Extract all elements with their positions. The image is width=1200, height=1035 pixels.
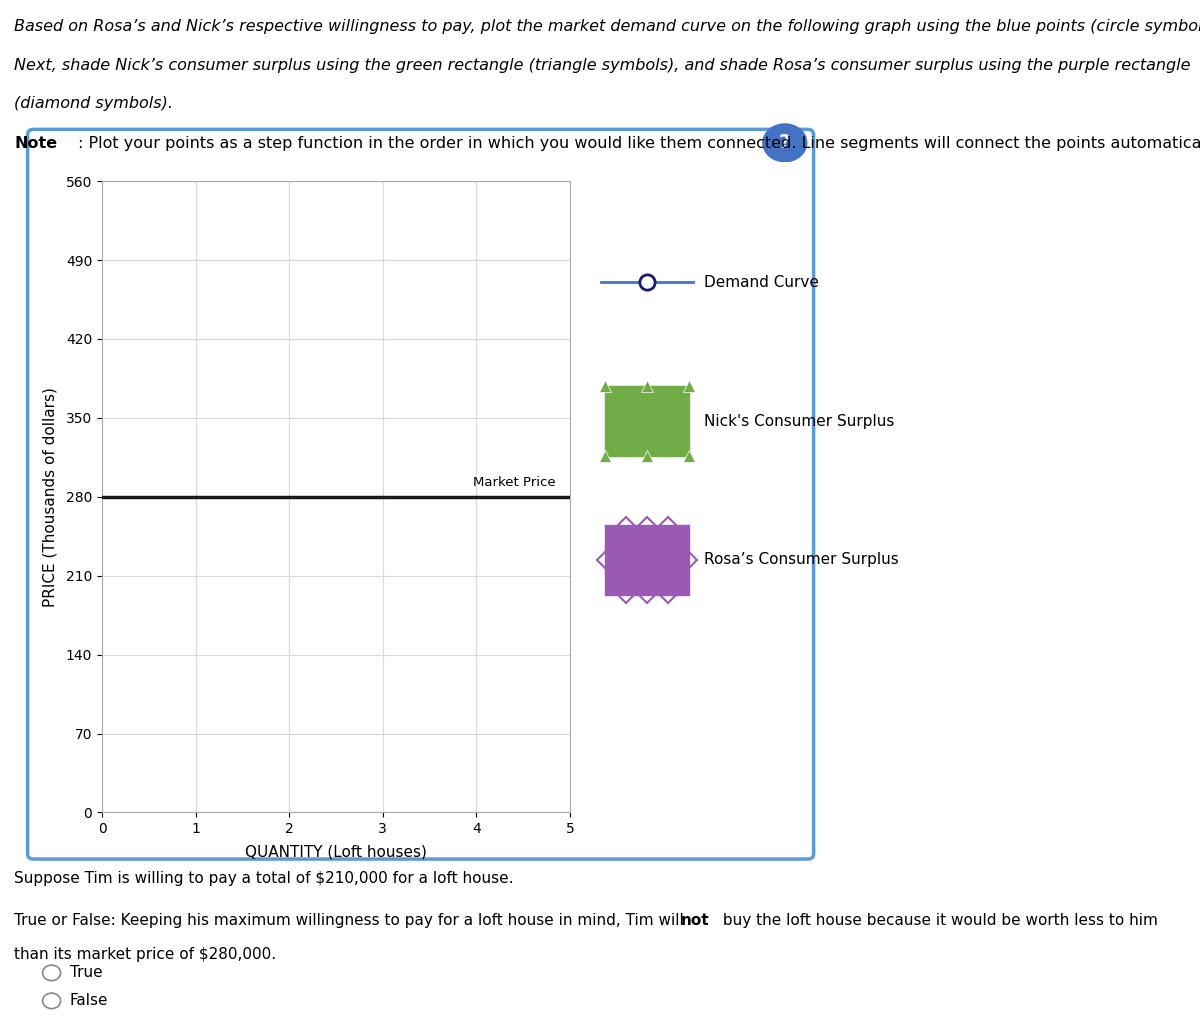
Text: Rosa’s Consumer Surplus: Rosa’s Consumer Surplus (703, 553, 899, 567)
Y-axis label: PRICE (Thousands of dollars): PRICE (Thousands of dollars) (42, 387, 58, 607)
X-axis label: QUANTITY (Loft houses): QUANTITY (Loft houses) (245, 845, 427, 859)
Text: ?: ? (779, 134, 791, 152)
Text: buy the loft house because it would be worth less to him: buy the loft house because it would be w… (718, 913, 1158, 927)
Text: (diamond symbols).: (diamond symbols). (14, 96, 174, 111)
Text: Based on Rosa’s and Nick’s respective willingness to pay, plot the market demand: Based on Rosa’s and Nick’s respective wi… (14, 19, 1200, 33)
Circle shape (763, 124, 806, 161)
Text: than its market price of $280,000.: than its market price of $280,000. (14, 947, 276, 962)
Text: Nick's Consumer Surplus: Nick's Consumer Surplus (703, 414, 894, 428)
Text: Market Price: Market Price (473, 476, 556, 489)
Text: Note: Note (14, 136, 58, 150)
Text: Suppose Tim is willing to pay a total of $210,000 for a loft house.: Suppose Tim is willing to pay a total of… (14, 871, 514, 886)
Text: True or False: Keeping his maximum willingness to pay for a loft house in mind, : True or False: Keeping his maximum willi… (14, 913, 689, 927)
Text: Demand Curve: Demand Curve (703, 274, 818, 290)
Text: : Plot your points as a step function in the order in which you would like them : : Plot your points as a step function in… (78, 136, 1200, 150)
Text: False: False (70, 994, 108, 1008)
Text: True: True (70, 966, 102, 980)
Text: Next, shade Nick’s consumer surplus using the green rectangle (triangle symbols): Next, shade Nick’s consumer surplus usin… (14, 58, 1190, 72)
Bar (605, 386, 689, 455)
Text: not: not (680, 913, 709, 927)
Bar (605, 525, 689, 595)
